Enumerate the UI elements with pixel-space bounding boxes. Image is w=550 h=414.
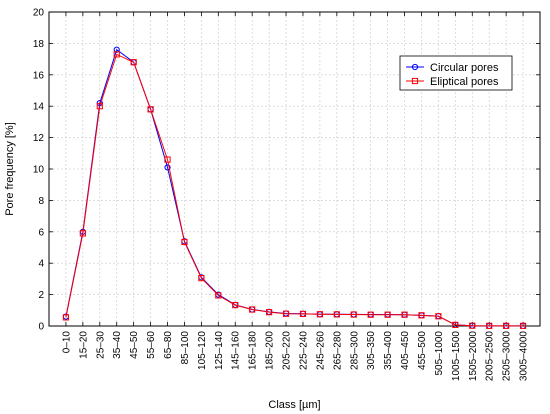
data-point <box>181 238 188 246</box>
series-line <box>65 53 524 327</box>
y-tick-label: 0 <box>38 322 44 333</box>
y-tick-label: 2 <box>38 290 44 301</box>
y-tick-label: 16 <box>33 70 45 81</box>
data-point <box>503 322 510 329</box>
data-point <box>232 302 239 309</box>
legend-marker <box>411 63 419 71</box>
data-point <box>519 322 527 329</box>
x-tick-label: 15–20 <box>78 331 89 359</box>
data-point <box>249 306 256 313</box>
x-tick-label: 105–120 <box>197 331 208 370</box>
y-tick-label: 4 <box>38 259 44 270</box>
y-tick-label: 8 <box>38 196 44 207</box>
series-eliptical-pores <box>62 51 527 329</box>
y-tick-label: 6 <box>38 227 44 238</box>
x-tick-label: 35–40 <box>112 331 123 359</box>
legend-label: Eliptical pores <box>430 76 499 88</box>
data-point <box>113 51 120 58</box>
series-group <box>62 46 527 329</box>
y-tick-label: 10 <box>33 165 45 176</box>
legend-marker <box>411 77 419 85</box>
x-tick-label: 225–240 <box>298 331 309 370</box>
x-tick-label: 65–80 <box>163 331 174 359</box>
data-point <box>164 164 171 171</box>
y-tick-label: 18 <box>33 39 45 50</box>
legend-box <box>399 55 513 91</box>
data-point <box>350 311 357 318</box>
data-point <box>469 322 476 329</box>
data-point <box>435 313 442 320</box>
x-tick-label: 2505–3000 <box>502 331 513 381</box>
x-tick-label: 455–500 <box>417 331 428 370</box>
x-tick-label: 145–160 <box>231 331 242 370</box>
data-point <box>96 103 103 110</box>
x-tick-label: 265–280 <box>332 331 343 370</box>
x-tick-label: 505–1000 <box>434 331 445 376</box>
data-point <box>401 311 408 318</box>
data-point <box>282 310 290 317</box>
data-point <box>79 230 86 237</box>
x-tick-label: 405–450 <box>400 331 411 370</box>
y-axis-title: Pore frequency [%] <box>4 122 16 216</box>
x-tick-label: 185–200 <box>265 331 276 370</box>
x-tick-label: 2005–2500 <box>485 331 496 381</box>
y-axis-ticks: 0 2 4 6 8 10 12 14 16 18 20 <box>33 8 540 333</box>
x-tick-label: 305–350 <box>366 331 377 370</box>
data-point <box>316 311 323 318</box>
x-tick-label: 1005–1500 <box>451 331 462 381</box>
x-tick-label: 125–140 <box>214 331 225 370</box>
x-tick-label: 25–30 <box>95 331 106 359</box>
x-tick-label: 285–300 <box>349 331 360 370</box>
data-point <box>486 322 493 329</box>
x-tick-label: 0–10 <box>61 331 72 354</box>
y-tick-label: 12 <box>33 133 45 144</box>
x-tick-label: 55–60 <box>146 331 157 359</box>
data-point <box>266 309 273 316</box>
x-axis-title: Class [µm] <box>268 399 320 411</box>
x-tick-label: 45–50 <box>129 331 140 359</box>
x-tick-label: 245–260 <box>315 331 326 370</box>
data-point <box>333 311 340 318</box>
x-axis-ticks: 0–10 15–20 25–30 35–40 45–50 55–60 65–80 85–100… <box>61 12 530 381</box>
data-point <box>62 314 70 321</box>
data-point <box>198 275 205 282</box>
x-tick-label: 85–100 <box>180 331 191 365</box>
data-point <box>299 310 307 318</box>
data-point <box>452 321 459 329</box>
data-point <box>215 292 222 299</box>
data-point <box>367 311 374 318</box>
data-point <box>418 312 425 319</box>
x-tick-label: 205–220 <box>282 331 293 370</box>
legend-item: Circular pores <box>406 62 499 74</box>
x-tick-label: 1505–2000 <box>468 331 479 381</box>
legend-label: Circular pores <box>430 62 499 74</box>
data-point <box>130 59 137 66</box>
legend: Circular pores Eliptical pores <box>399 55 513 91</box>
data-point <box>384 311 391 318</box>
legend-item: Eliptical pores <box>406 76 499 88</box>
y-tick-label: 14 <box>33 102 45 113</box>
data-point <box>147 106 154 113</box>
x-tick-label: 165–180 <box>248 331 259 370</box>
x-tick-label: 3005–4000 <box>519 331 530 381</box>
y-tick-label: 20 <box>33 8 45 19</box>
x-tick-label: 355–400 <box>383 331 394 370</box>
data-point <box>164 156 171 163</box>
